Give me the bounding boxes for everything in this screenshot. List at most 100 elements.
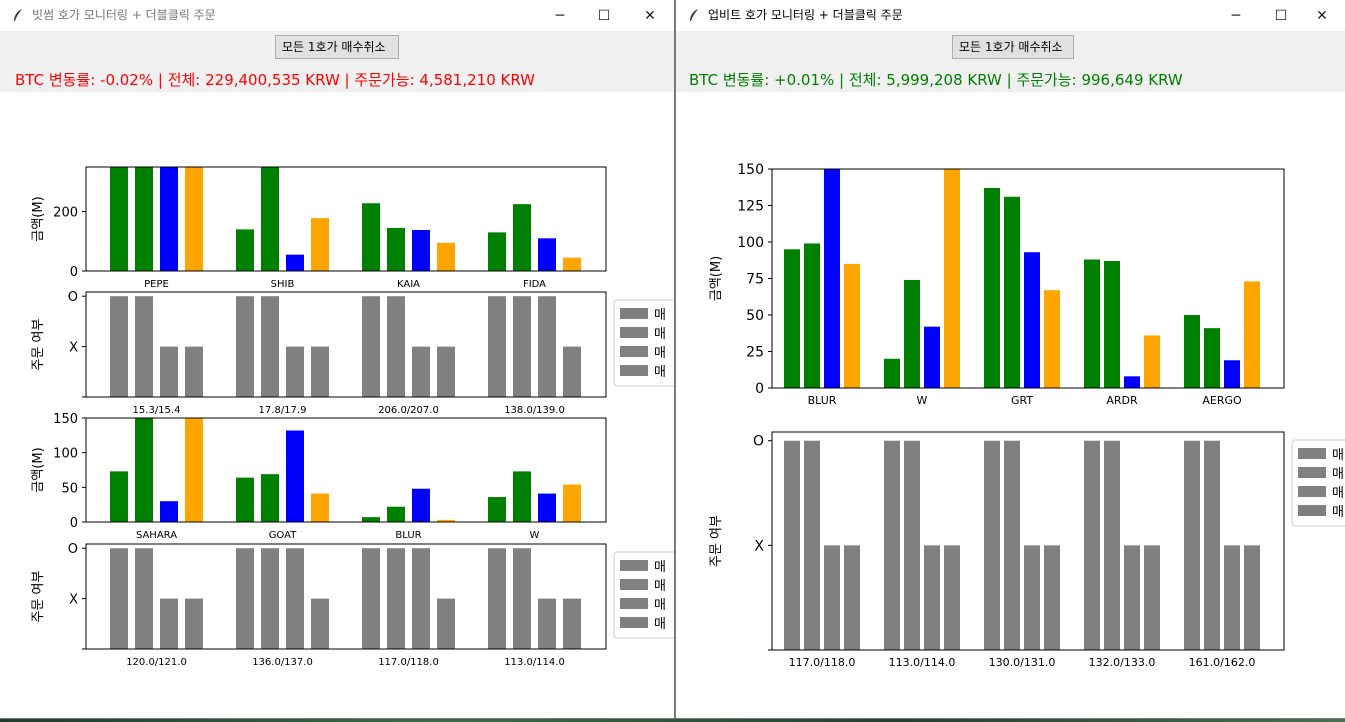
bar[interactable] [844, 545, 860, 650]
bar[interactable] [261, 167, 279, 271]
bar[interactable] [1044, 290, 1060, 388]
bar[interactable] [387, 548, 405, 649]
bar[interactable] [1244, 281, 1260, 388]
bar[interactable] [311, 493, 329, 522]
title-bar[interactable]: 업비트 호가 모니터링 + 더블클릭 주문 ─ ☐ ✕ [676, 0, 1345, 31]
bar[interactable] [286, 548, 304, 649]
bar[interactable] [437, 519, 455, 522]
bar[interactable] [1104, 260, 1120, 388]
bar[interactable] [824, 545, 840, 650]
bar[interactable] [1144, 335, 1160, 388]
bar[interactable] [412, 229, 430, 271]
bar[interactable] [1184, 440, 1200, 650]
bar[interactable] [311, 598, 329, 649]
bar[interactable] [362, 548, 380, 649]
bar[interactable] [387, 227, 405, 271]
bar[interactable] [488, 296, 506, 397]
bar[interactable] [904, 440, 920, 650]
bar[interactable] [160, 167, 178, 271]
bar[interactable] [944, 169, 960, 388]
bar[interactable] [1224, 545, 1240, 650]
bar[interactable] [1024, 252, 1040, 388]
bar[interactable] [135, 296, 153, 397]
bar[interactable] [437, 346, 455, 397]
bar[interactable] [185, 418, 203, 522]
bar[interactable] [1124, 545, 1140, 650]
bar[interactable] [135, 548, 153, 649]
bar[interactable] [513, 471, 531, 522]
bar[interactable] [261, 296, 279, 397]
bar[interactable] [1004, 440, 1020, 650]
bar[interactable] [563, 484, 581, 522]
bar[interactable] [236, 229, 254, 271]
bar[interactable] [160, 346, 178, 397]
bar[interactable] [538, 296, 556, 397]
bar[interactable] [362, 296, 380, 397]
title-bar[interactable]: 빗썸 호가 모니터링 + 더블클릭 주문 ─ ☐ ✕ [0, 0, 674, 31]
bar[interactable] [784, 440, 800, 650]
bar[interactable] [804, 440, 820, 650]
bar[interactable] [488, 497, 506, 522]
bar[interactable] [488, 548, 506, 649]
bar[interactable] [1244, 545, 1260, 650]
bar[interactable] [513, 204, 531, 271]
bar[interactable] [362, 203, 380, 271]
bar[interactable] [437, 598, 455, 649]
close-icon[interactable]: ✕ [644, 7, 656, 24]
bar[interactable] [311, 346, 329, 397]
bar[interactable] [1084, 440, 1100, 650]
bar[interactable] [261, 474, 279, 522]
cancel-all-bids-button[interactable]: 모든 1호가 매수취소 [275, 35, 399, 59]
bar[interactable] [824, 169, 840, 388]
bar[interactable] [286, 430, 304, 522]
bar[interactable] [1044, 545, 1060, 650]
bar[interactable] [1184, 315, 1200, 388]
bar[interactable] [1124, 376, 1140, 388]
bar[interactable] [904, 279, 920, 388]
bar[interactable] [1024, 545, 1040, 650]
bar[interactable] [412, 548, 430, 649]
bar[interactable] [362, 517, 380, 522]
bar[interactable] [804, 243, 820, 388]
bar[interactable] [924, 326, 940, 388]
bar[interactable] [1084, 259, 1100, 388]
bar[interactable] [1204, 328, 1220, 388]
bar[interactable] [984, 440, 1000, 650]
bar[interactable] [387, 506, 405, 522]
bar[interactable] [160, 598, 178, 649]
bar[interactable] [563, 257, 581, 271]
minimize-icon[interactable]: ─ [555, 7, 565, 24]
bar[interactable] [538, 493, 556, 522]
bar[interactable] [488, 232, 506, 271]
bar[interactable] [844, 263, 860, 388]
bar[interactable] [185, 346, 203, 397]
bar[interactable] [884, 358, 900, 388]
bar[interactable] [1204, 440, 1220, 650]
bar[interactable] [513, 548, 531, 649]
bar[interactable] [110, 548, 128, 649]
maximize-icon[interactable]: ☐ [597, 7, 611, 24]
bar[interactable] [984, 187, 1000, 388]
bar[interactable] [135, 167, 153, 271]
maximize-icon[interactable]: ☐ [1274, 7, 1288, 24]
bar[interactable] [110, 471, 128, 522]
bar[interactable] [135, 418, 153, 522]
bar[interactable] [387, 296, 405, 397]
bar[interactable] [185, 167, 203, 271]
bar[interactable] [563, 598, 581, 649]
bar[interactable] [924, 545, 940, 650]
bar[interactable] [1104, 440, 1120, 650]
bar[interactable] [437, 242, 455, 271]
bar[interactable] [286, 346, 304, 397]
bar[interactable] [563, 346, 581, 397]
bar[interactable] [1004, 196, 1020, 388]
cancel-all-bids-button[interactable]: 모든 1호가 매수취소 [952, 35, 1074, 59]
bar[interactable] [884, 440, 900, 650]
bar[interactable] [311, 218, 329, 271]
bar[interactable] [538, 598, 556, 649]
bar[interactable] [236, 296, 254, 397]
bar[interactable] [784, 249, 800, 388]
bar[interactable] [261, 548, 279, 649]
bar[interactable] [236, 548, 254, 649]
bar[interactable] [944, 545, 960, 650]
